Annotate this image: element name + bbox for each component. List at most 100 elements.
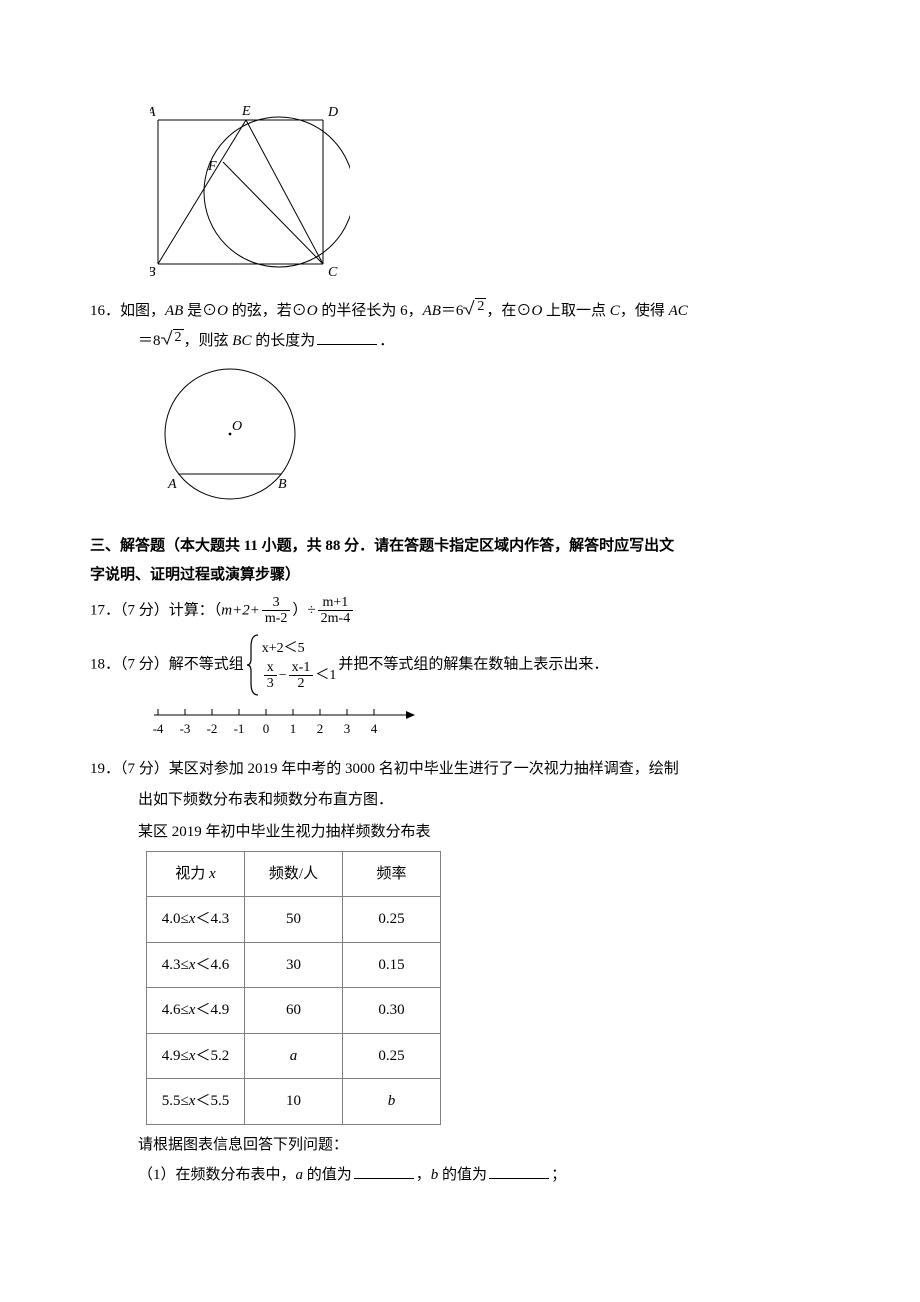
inequality-system: x+2＜5 x3−x-12＜1 (246, 633, 337, 697)
svg-text:A: A (167, 477, 177, 492)
problem-19-line-2: 出如下频数分布表和频数分布直方图． (90, 786, 830, 815)
text: ，使得 (620, 303, 669, 319)
problem-18: 18．（7 分）解不等式组 x+2＜5 x3−x-12＜1 并把不等式组的解集在… (90, 633, 830, 697)
table-cell: 0.15 (343, 942, 441, 988)
text: 16．如图， (90, 303, 165, 319)
svg-text:C: C (328, 265, 338, 276)
table-cell: 30 (245, 942, 343, 988)
table-header-row: 视力 x频数/人频率 (147, 851, 441, 897)
frac-x-3: x3 (264, 660, 277, 692)
lt-1: ＜1 (315, 668, 336, 683)
text: ＝8 (138, 333, 161, 349)
problem-16-line-1: 16．如图，AB 是⊙O 的弦，若⊙O 的半径长为 6，AB＝62，在⊙O 上取… (90, 297, 830, 326)
fraction-1: 3m-2 (262, 595, 291, 627)
problem-18-line: 18．（7 分）解不等式组 x+2＜5 x3−x-12＜1 并把不等式组的解集在… (90, 633, 830, 697)
text: 的半径长为 6， (318, 303, 423, 319)
var-BC: BC (232, 333, 251, 349)
problem-17: 17．（7 分）计算：（m+2+3m-2）÷m+12m-4 (90, 595, 830, 627)
var-a: a (296, 1167, 304, 1183)
svg-text:1: 1 (290, 721, 297, 736)
table-cell: 4.9≤x＜5.2 (147, 1033, 245, 1079)
text: ，在⊙ (486, 303, 531, 319)
svg-text:A: A (150, 106, 156, 120)
frac-num: x-1 (289, 660, 314, 676)
table-cell: a (245, 1033, 343, 1079)
svg-text:3: 3 (344, 721, 351, 736)
sqrt-2: 2 (161, 329, 184, 345)
svg-text:D: D (327, 106, 338, 120)
table-cell: 10 (245, 1079, 343, 1125)
svg-text:-4: -4 (153, 721, 164, 736)
table-cell: 50 (245, 897, 343, 943)
figure-16: O A B (150, 362, 830, 523)
table-cell: 4.6≤x＜4.9 (147, 988, 245, 1034)
text: 的值为 (303, 1167, 352, 1183)
figure-15-svg: A E D B C F (150, 106, 350, 276)
text: ． (379, 333, 394, 349)
frac-den: 2 (289, 676, 314, 691)
table-header-cell: 频数/人 (245, 851, 343, 897)
frac-num: 3 (262, 595, 291, 611)
frac-num: m+1 (318, 595, 354, 611)
fraction-2: m+12m-4 (318, 595, 354, 627)
text: ； (551, 1167, 566, 1183)
problem-16: 16．如图，AB 是⊙O 的弦，若⊙O 的半径长为 6，AB＝62，在⊙O 上取… (90, 297, 830, 356)
text: 的弦，若⊙ (228, 303, 307, 319)
text: 18．（7 分）解不等式组 (90, 656, 244, 672)
svg-text:2: 2 (317, 721, 324, 736)
section-head-line-1: 三、解答题（本大题共 11 小题，共 88 分．请在答题卡指定区域内作答，解答时… (90, 532, 830, 561)
figure-16-svg: O A B (150, 362, 310, 512)
problem-17-line: 17．（7 分）计算：（m+2+3m-2）÷m+12m-4 (90, 595, 830, 627)
answer-blank (317, 330, 377, 345)
frac-den: 2m-4 (318, 611, 354, 626)
text: ， (416, 1167, 431, 1183)
table-row: 4.9≤x＜5.2a0.25 (147, 1033, 441, 1079)
sys-line-1: x+2＜5 (262, 638, 337, 660)
svg-text:B: B (278, 477, 287, 492)
sqrt-body: 2 (173, 329, 184, 345)
sqrt-body: 2 (475, 298, 486, 314)
svg-text:O: O (232, 419, 242, 434)
sys-line-2: x3−x-12＜1 (262, 660, 337, 692)
freq-table-title: 某区 2019 年初中毕业生视力抽样频数分布表 (138, 818, 830, 847)
left-brace-icon (246, 633, 260, 697)
var-O: O (217, 303, 228, 319)
svg-text:-3: -3 (180, 721, 191, 736)
frac-num: x (264, 660, 277, 676)
table-cell: 0.25 (343, 1033, 441, 1079)
text: 是⊙ (183, 303, 217, 319)
frac-den: 3 (264, 676, 277, 691)
table-cell: 0.30 (343, 988, 441, 1034)
problem-19: 19．（7 分）某区对参加 2019 年中考的 3000 名初中毕业生进行了一次… (90, 755, 830, 1190)
problem-19-after: 请根据图表信息回答下列问题： (90, 1131, 830, 1160)
table-row: 4.6≤x＜4.9600.30 (147, 988, 441, 1034)
problem-19-sub-1: （1）在频数分布表中，a 的值为，b 的值为； (90, 1161, 830, 1190)
text: 并把不等式组的解集在数轴上表示出来． (338, 656, 608, 672)
text: 上取一点 (542, 303, 610, 319)
text: ＝6 (441, 303, 464, 319)
m-plus-2: m+2+ (221, 602, 260, 618)
svg-text:4: 4 (371, 721, 378, 736)
text: ）÷ (292, 602, 315, 618)
svg-text:0: 0 (263, 721, 270, 736)
text: 17．（7 分）计算：（ (90, 602, 221, 618)
text: 的长度为 (251, 333, 315, 349)
frac-xm1-2: x-12 (289, 660, 314, 692)
table-cell: 0.25 (343, 897, 441, 943)
svg-text:-2: -2 (207, 721, 218, 736)
svg-text:-1: -1 (234, 721, 245, 736)
table-header-cell: 视力 x (147, 851, 245, 897)
var-O: O (307, 303, 318, 319)
problem-19-line-1: 19．（7 分）某区对参加 2019 年中考的 3000 名初中毕业生进行了一次… (90, 755, 830, 784)
sqrt-2: 2 (463, 298, 486, 314)
number-line: -4 -3 -2 -1 0 1 2 3 4 (148, 703, 830, 750)
number-line-svg: -4 -3 -2 -1 0 1 2 3 4 (148, 703, 418, 739)
table-cell: 60 (245, 988, 343, 1034)
text: 的值为 (438, 1167, 487, 1183)
table-cell: 5.5≤x＜5.5 (147, 1079, 245, 1125)
table-row: 4.3≤x＜4.6300.15 (147, 942, 441, 988)
table-row: 5.5≤x＜5.510b (147, 1079, 441, 1125)
figure-15: A E D B C F (150, 106, 830, 287)
svg-text:B: B (150, 265, 156, 276)
var-AB: AB (423, 303, 441, 319)
